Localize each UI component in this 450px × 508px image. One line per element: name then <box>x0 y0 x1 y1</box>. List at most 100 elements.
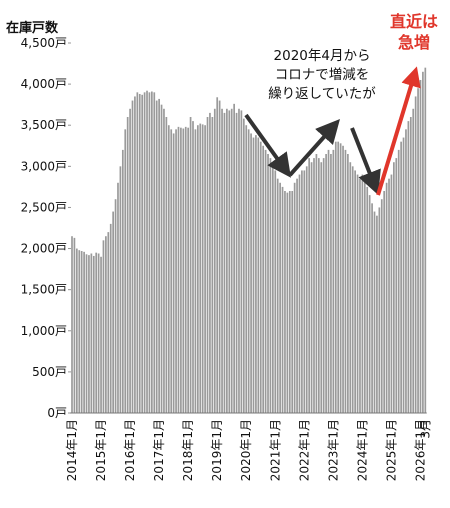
x-tick-label: 2018年1月 <box>181 419 195 481</box>
annotation: 繰り返していたが <box>268 86 376 102</box>
bar <box>388 178 390 413</box>
bar <box>417 88 419 413</box>
y-tick-label: 3,500戸 <box>21 118 67 132</box>
bar <box>240 110 243 413</box>
bar <box>235 112 238 413</box>
bar <box>301 170 303 413</box>
bar <box>303 170 306 413</box>
bar <box>92 255 95 413</box>
bar <box>383 191 386 413</box>
y-tick-label: 1,000戸 <box>21 324 67 338</box>
bar <box>291 191 294 413</box>
bar <box>121 149 124 413</box>
bar <box>414 96 417 413</box>
x-tick-label: 2025年1月 <box>384 419 398 481</box>
bar <box>102 240 105 413</box>
arrows <box>244 113 381 196</box>
bar <box>293 182 296 413</box>
x-tick-label: 2016年1月 <box>123 419 137 481</box>
y-axis-title: 在庫戸数 <box>6 20 59 36</box>
x-tick-label: 2024年1月 <box>355 419 369 481</box>
bar <box>339 143 342 414</box>
bar <box>395 158 398 413</box>
bar <box>332 149 335 413</box>
bar <box>151 91 153 413</box>
bar <box>148 92 151 413</box>
x-tick-label: 2022年1月 <box>297 419 311 481</box>
bar <box>272 166 274 413</box>
bar <box>78 250 81 413</box>
bar <box>409 117 412 413</box>
bar <box>376 215 378 413</box>
x-tick-label: 2026年1月 <box>413 419 427 481</box>
bar <box>177 126 180 413</box>
bar <box>80 251 83 413</box>
bar <box>288 191 291 413</box>
bar <box>206 117 209 413</box>
bar <box>274 170 277 413</box>
y-tick-label: 4,000戸 <box>21 77 67 91</box>
bar <box>424 67 427 414</box>
bar <box>216 97 219 414</box>
bar <box>146 90 148 413</box>
bar <box>334 141 337 413</box>
bar <box>230 108 233 414</box>
bar <box>298 174 301 413</box>
bar <box>167 125 170 413</box>
bar <box>393 162 395 413</box>
bar <box>284 191 286 413</box>
bar <box>327 149 330 413</box>
bar <box>83 251 85 413</box>
bar <box>325 154 327 413</box>
bar <box>317 158 320 413</box>
bar <box>213 108 216 414</box>
bar <box>189 117 192 413</box>
bar <box>175 129 177 414</box>
bar <box>315 154 318 413</box>
bar <box>245 125 248 413</box>
bar <box>226 108 228 414</box>
y-tick-label: 4,500戸 <box>21 36 67 50</box>
bar <box>109 223 112 413</box>
bar <box>276 178 279 413</box>
y-tick-label: 0戸 <box>47 406 67 420</box>
x-tick-label: 2023年1月 <box>326 419 340 481</box>
bar <box>97 253 100 413</box>
x-tick-label: 2014年1月 <box>65 419 79 481</box>
bar <box>209 112 211 413</box>
bar <box>196 125 199 413</box>
bar <box>351 166 354 413</box>
bar <box>342 145 344 413</box>
bar <box>407 121 410 413</box>
bar <box>187 127 190 413</box>
bar <box>153 92 156 413</box>
x-tick-label: 3月 <box>418 419 432 439</box>
bar <box>143 92 146 413</box>
bar <box>296 178 298 413</box>
bar <box>201 124 204 414</box>
bar <box>380 199 383 413</box>
bar <box>105 236 107 413</box>
bar <box>308 158 311 413</box>
bar <box>73 237 76 413</box>
bar <box>233 103 235 413</box>
annotation: 2020年4月から <box>274 48 371 64</box>
bar <box>114 199 117 413</box>
bar <box>255 135 257 414</box>
bar <box>356 174 359 413</box>
bar <box>138 93 141 413</box>
bar <box>71 236 73 413</box>
bar <box>347 154 349 413</box>
bar <box>281 186 284 413</box>
y-tick-label: 2,000戸 <box>21 242 67 256</box>
bar <box>286 192 289 413</box>
bar <box>397 149 400 413</box>
x-tick-label: 2017年1月 <box>152 419 166 481</box>
bar <box>88 255 90 413</box>
bar <box>107 232 110 413</box>
bar <box>194 129 197 414</box>
bar <box>250 133 252 413</box>
highlight-arrow <box>376 66 421 196</box>
bar <box>136 92 139 413</box>
bar <box>223 112 226 413</box>
